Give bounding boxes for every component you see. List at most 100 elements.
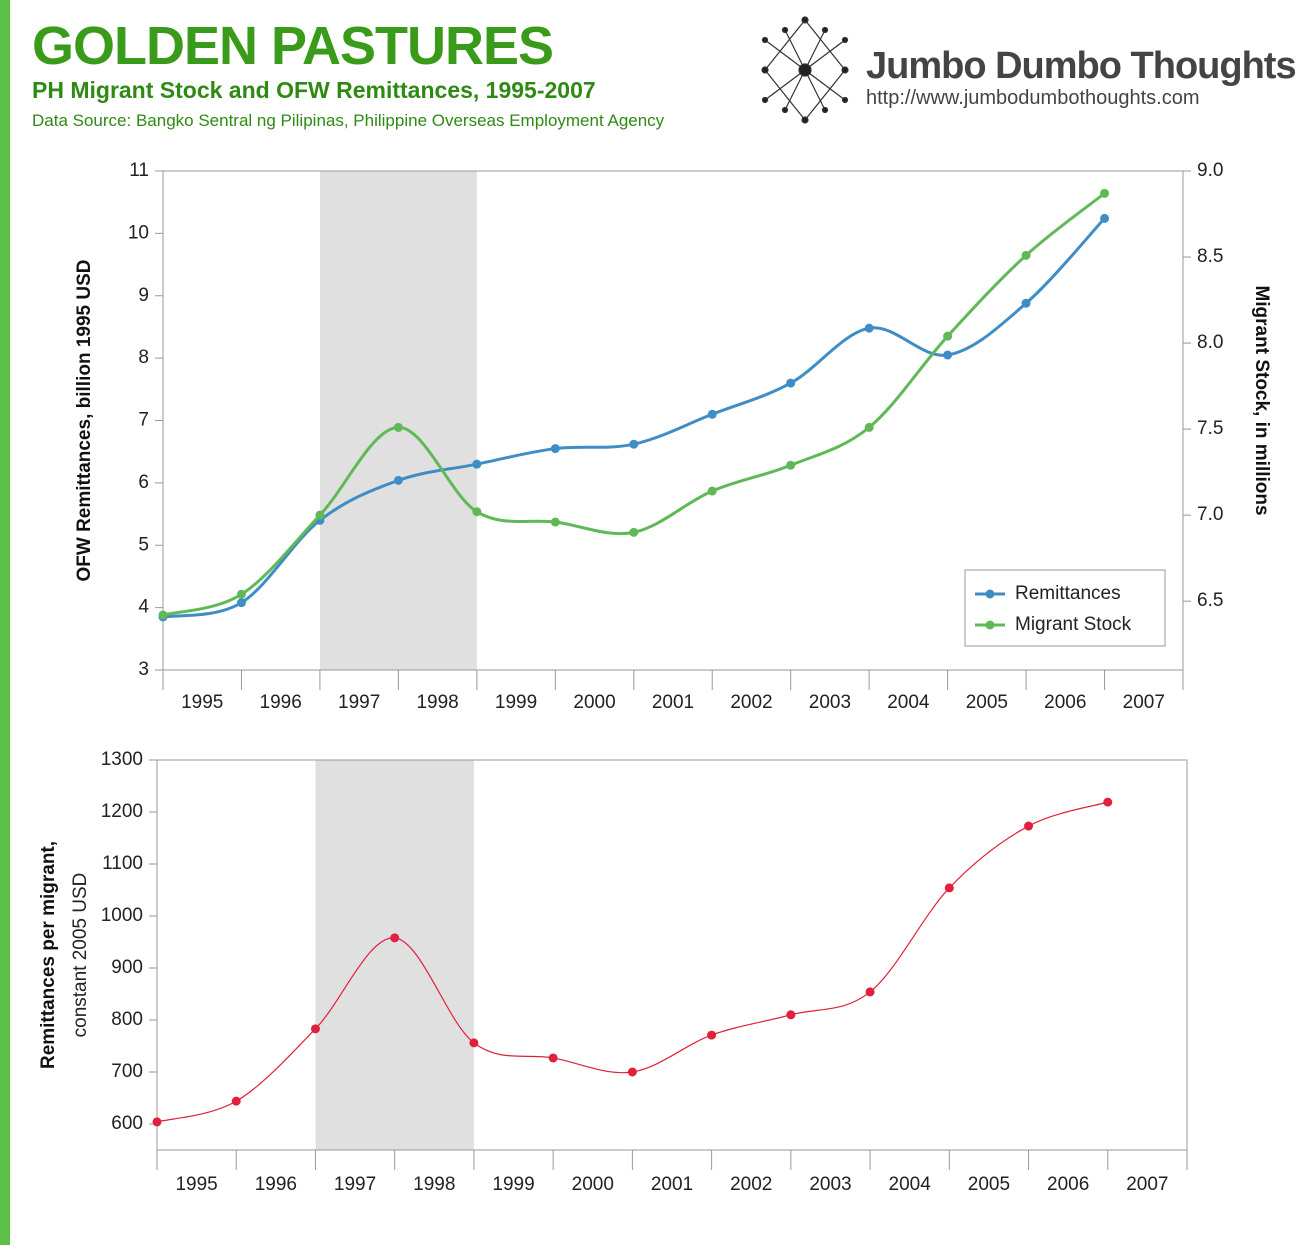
y-axis-subtitle: constant 2005 USD xyxy=(70,873,91,1038)
x-tick-label: 2001 xyxy=(652,692,694,713)
data-point xyxy=(943,331,953,341)
source: Data Source: Bangko Sentral ng Pilipinas… xyxy=(32,111,665,130)
data-point xyxy=(1021,250,1031,260)
data-point xyxy=(231,1096,241,1106)
data-point xyxy=(786,460,796,470)
plot-frame xyxy=(156,759,1188,1151)
subtitle: PH Migrant Stock and OFW Remittances, 19… xyxy=(32,77,596,103)
data-point xyxy=(390,933,400,943)
legend-swatch-dot xyxy=(985,620,995,630)
y-tick-label: 3 xyxy=(138,659,149,680)
data-point xyxy=(548,1053,558,1063)
data-point xyxy=(393,475,403,485)
data-point xyxy=(786,1010,796,1020)
x-tick-label: 1999 xyxy=(495,692,537,713)
x-tick-label: 2006 xyxy=(1047,1174,1089,1195)
y-tick-label: 4 xyxy=(138,597,149,618)
x-tick-label: 2002 xyxy=(730,1174,772,1195)
shaded-period xyxy=(315,760,474,1150)
x-tick-label: 1995 xyxy=(181,692,223,713)
brand: Jumbo Dumbo Thoughts xyxy=(866,45,1296,87)
data-point xyxy=(1100,188,1110,198)
data-point xyxy=(158,610,168,620)
data-point xyxy=(864,422,874,432)
data-point xyxy=(864,323,874,333)
data-point xyxy=(629,439,639,449)
x-tick-label: 2007 xyxy=(1126,1174,1168,1195)
data-point xyxy=(1021,298,1031,308)
logo xyxy=(761,16,849,124)
x-tick-label: 1998 xyxy=(416,692,458,713)
data-point xyxy=(707,486,717,496)
x-tick-label: 2003 xyxy=(809,692,851,713)
data-point xyxy=(393,422,403,432)
x-tick-label: 2003 xyxy=(809,1174,851,1195)
data-point xyxy=(550,517,560,527)
x-tick-label: 2000 xyxy=(572,1174,614,1195)
x-tick-label: 1996 xyxy=(255,1174,297,1195)
x-tick-label: 1997 xyxy=(334,1174,376,1195)
y2-tick-label: 8.5 xyxy=(1197,246,1223,267)
x-tick-label: 2004 xyxy=(889,1174,932,1195)
y2-tick-label: 6.5 xyxy=(1197,590,1223,611)
y-tick-label: 11 xyxy=(129,160,149,181)
data-point xyxy=(629,527,639,537)
x-tick-label: 1995 xyxy=(175,1174,217,1195)
y-tick-label: 8 xyxy=(138,347,149,368)
page-title: GOLDEN PASTURES xyxy=(32,16,553,76)
y-tick-label: 1100 xyxy=(102,853,143,874)
data-point xyxy=(707,1030,717,1040)
legend-label: Migrant Stock xyxy=(1015,614,1132,635)
y-tick-label: 1200 xyxy=(101,801,143,822)
data-point xyxy=(707,409,717,419)
data-point xyxy=(310,1024,320,1034)
x-tick-label: 2007 xyxy=(1123,692,1165,713)
data-point xyxy=(315,510,325,520)
y-tick-label: 600 xyxy=(111,1113,143,1134)
data-point xyxy=(786,378,796,388)
y-tick-label: 900 xyxy=(111,957,143,978)
series-line xyxy=(162,217,1106,619)
y-tick-label: 9 xyxy=(138,285,149,306)
brand-url: http://www.jumbodumbothoughts.com xyxy=(866,87,1200,109)
data-point xyxy=(1024,821,1034,831)
data-point xyxy=(627,1067,637,1077)
y-tick-label: 1000 xyxy=(101,905,143,926)
data-point xyxy=(472,507,482,517)
x-tick-label: 1999 xyxy=(492,1174,534,1195)
legend-box xyxy=(964,569,1166,647)
y2-tick-label: 9.0 xyxy=(1197,160,1223,181)
y2-tick-label: 7.0 xyxy=(1197,504,1223,525)
y-axis-title: Remittances per migrant, xyxy=(38,841,59,1069)
x-tick-label: 2000 xyxy=(573,692,615,713)
series-line xyxy=(162,192,1106,617)
data-point xyxy=(472,459,482,469)
x-tick-label: 2005 xyxy=(968,1174,1010,1195)
x-tick-label: 1996 xyxy=(260,692,302,713)
data-point xyxy=(944,883,954,893)
data-point xyxy=(469,1038,479,1048)
y2-tick-label: 8.0 xyxy=(1197,332,1223,353)
data-point xyxy=(236,589,246,599)
y2-axis-title: Migrant Stock, in millions xyxy=(1251,285,1272,515)
legend-swatch-dot xyxy=(985,589,995,599)
data-point xyxy=(1103,797,1113,807)
data-point xyxy=(152,1117,162,1127)
data-point xyxy=(865,987,875,997)
x-tick-label: 2006 xyxy=(1044,692,1086,713)
data-point xyxy=(1100,213,1110,223)
shaded-period xyxy=(319,171,477,670)
legend-label: Remittances xyxy=(1015,583,1121,604)
y-tick-label: 6 xyxy=(138,472,149,493)
y-tick-label: 800 xyxy=(111,1009,143,1030)
data-point xyxy=(943,350,953,360)
x-tick-label: 2005 xyxy=(966,692,1008,713)
data-point xyxy=(236,598,246,608)
y-tick-label: 7 xyxy=(138,410,149,431)
y-axis-title: OFW Remittances, billion 1995 USD xyxy=(74,259,95,581)
x-tick-label: 2004 xyxy=(887,692,930,713)
y2-tick-label: 7.5 xyxy=(1197,418,1223,439)
side-bar xyxy=(0,0,10,1245)
y-tick-label: 700 xyxy=(111,1061,143,1082)
